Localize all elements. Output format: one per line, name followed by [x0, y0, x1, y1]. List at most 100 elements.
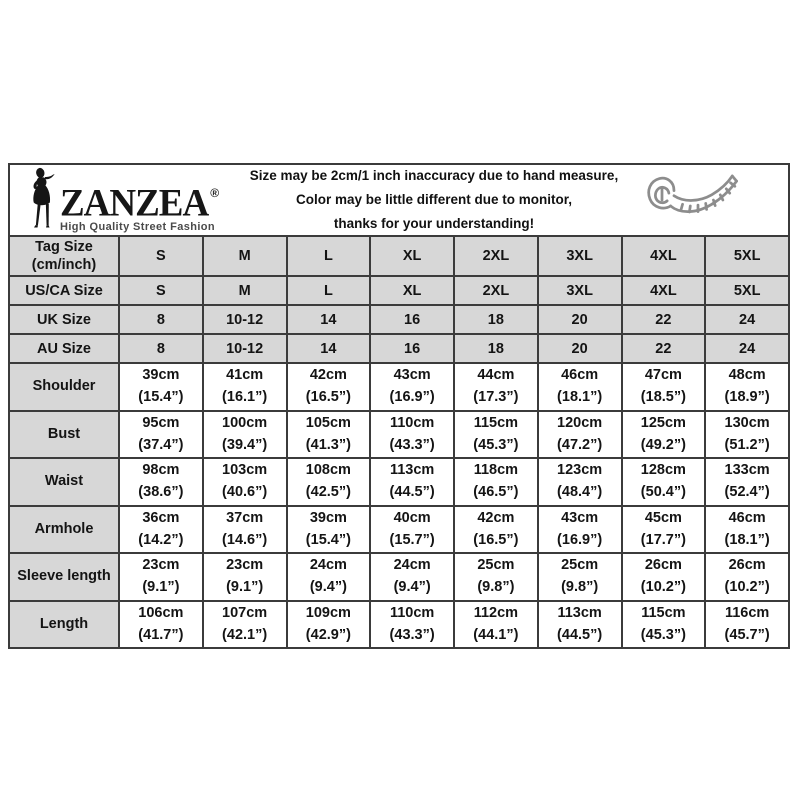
table-cell: 8 — [118, 304, 204, 336]
table-row: UK Size 8 10-12 14 16 18 20 22 24 — [8, 304, 790, 336]
table-cell: 123cm (48.4”) — [536, 457, 623, 507]
table-cell: 24 — [704, 304, 790, 336]
table-cell: S — [118, 275, 204, 307]
table-cell: 37cm (14.6”) — [201, 504, 288, 555]
size-table-body: Tag Size (cm/inch) S M L XL 2XL 3XL 4XL 5XL US/CA … — [8, 234, 790, 650]
table-cell: 130cm (51.2”) — [704, 409, 790, 460]
table-cell: 116cm (45.7”) — [704, 599, 790, 650]
table-cell: 112cm (44.1”) — [453, 599, 539, 650]
table-cell: 26cm (10.2”) — [620, 552, 707, 602]
table-cell: 24cm (9.4”) — [285, 552, 372, 602]
table-row: US/CA Size S M L XL 2XL 3XL 4XL 5XL — [8, 275, 790, 307]
table-cell: 42cm (16.5”) — [285, 362, 372, 412]
chart-header: ZANZEA ® High Quality Street Fashion Siz… — [8, 163, 790, 237]
table-cell: 24 — [704, 333, 790, 365]
table-cell: 133cm (52.4”) — [704, 457, 790, 507]
table-cell: 25cm (9.8”) — [536, 552, 623, 602]
logo-text: ZANZEA ® High Quality Street Fashion — [60, 181, 220, 233]
table-row: Tag Size (cm/inch) S M L XL 2XL 3XL 4XL 5XL — [8, 234, 790, 278]
table-row: Armhole 36cm (14.2”) 37cm (14.6”) 39cm (15.4”)… — [8, 504, 790, 555]
table-cell: XL — [369, 275, 455, 307]
table-cell: 125cm (49.2”) — [620, 409, 707, 460]
table-cell: 4XL — [620, 275, 707, 307]
table-cell: 40cm (15.7”) — [369, 504, 455, 555]
table-cell: 115cm (45.3”) — [453, 409, 539, 460]
table-cell: 42cm (16.5”) — [453, 504, 539, 555]
table-cell: 8 — [118, 333, 204, 365]
table-cell: 24cm (9.4”) — [369, 552, 455, 602]
table-cell: M — [201, 234, 288, 278]
row-label: Waist — [8, 457, 120, 507]
table-cell: 100cm (39.4”) — [201, 409, 288, 460]
table-cell: 14 — [285, 333, 372, 365]
table-cell: 108cm (42.5”) — [285, 457, 372, 507]
table-cell: 5XL — [704, 275, 790, 307]
table-row: Sleeve length 23cm (9.1”) 23cm (9.1”) 24cm (9.… — [8, 552, 790, 602]
table-cell: 95cm (37.4”) — [118, 409, 204, 460]
table-cell: 23cm (9.1”) — [118, 552, 204, 602]
table-cell: 128cm (50.4”) — [620, 457, 707, 507]
table-cell: 110cm (43.3”) — [369, 599, 455, 650]
table-cell: 36cm (14.2”) — [118, 504, 204, 555]
table-row: AU Size 8 10-12 14 16 18 20 22 24 — [8, 333, 790, 365]
table-cell: 43cm (16.9”) — [536, 504, 623, 555]
table-cell: 98cm (38.6”) — [118, 457, 204, 507]
row-label: Length — [8, 599, 120, 650]
table-cell: 14 — [285, 304, 372, 336]
table-cell: 18 — [453, 333, 539, 365]
table-row: Bust 95cm (37.4”) 100cm (39.4”) 105cm (41.3”) 1… — [8, 409, 790, 460]
table-cell: 39cm (15.4”) — [118, 362, 204, 412]
table-cell: L — [285, 234, 372, 278]
table-cell: 3XL — [536, 234, 623, 278]
table-cell: S — [118, 234, 204, 278]
size-table: Tag Size (cm/inch) S M L XL 2XL 3XL 4XL 5XL US/CA … — [8, 234, 790, 650]
disclaimer-line-1: Size may be 2cm/1 inch inaccuracy due to… — [249, 167, 619, 183]
table-cell: 22 — [620, 304, 707, 336]
brand-logo: ZANZEA ® High Quality Street Fashion — [10, 167, 238, 233]
table-cell: 48cm (18.9”) — [704, 362, 790, 412]
table-cell: 20 — [536, 333, 623, 365]
table-cell: 113cm (44.5”) — [536, 599, 623, 650]
size-chart-sheet: ZANZEA ® High Quality Street Fashion Siz… — [8, 163, 790, 650]
registered-trademark-symbol: ® — [210, 185, 220, 200]
table-cell: 103cm (40.6”) — [201, 457, 288, 507]
row-label: Bust — [8, 409, 120, 460]
table-cell: 39cm (15.4”) — [285, 504, 372, 555]
table-cell: 105cm (41.3”) — [285, 409, 372, 460]
table-cell: 2XL — [453, 234, 539, 278]
table-cell: 18 — [453, 304, 539, 336]
brand-tagline: High Quality Street Fashion — [60, 221, 216, 233]
brand-name: ZANZEA — [60, 181, 209, 225]
table-cell: 41cm (16.1”) — [201, 362, 288, 412]
row-label: AU Size — [8, 333, 120, 365]
table-cell: 16 — [369, 333, 455, 365]
table-cell: 113cm (44.5”) — [369, 457, 455, 507]
table-cell: 46cm (18.1”) — [704, 504, 790, 555]
table-row: Shoulder 39cm (15.4”) 41cm (16.1”) 42cm (16.5”… — [8, 362, 790, 412]
row-label: US/CA Size — [8, 275, 120, 307]
table-cell: 46cm (18.1”) — [536, 362, 623, 412]
table-cell: 118cm (46.5”) — [453, 457, 539, 507]
table-cell: 5XL — [704, 234, 790, 278]
table-cell: 26cm (10.2”) — [704, 552, 790, 602]
row-label: UK Size — [8, 304, 120, 336]
table-cell: 4XL — [620, 234, 707, 278]
row-label: Shoulder — [8, 362, 120, 412]
table-row: Length 106cm (41.7”) 107cm (42.1”) 109cm (42.9… — [8, 599, 790, 650]
table-cell: 43cm (16.9”) — [369, 362, 455, 412]
table-cell: L — [285, 275, 372, 307]
row-label: Sleeve length — [8, 552, 120, 602]
disclaimer-line-3: thanks for your understanding! — [333, 216, 535, 232]
disclaimer-line-2: Color may be little different due to mon… — [295, 191, 573, 207]
woman-silhouette-icon — [26, 167, 62, 229]
table-cell: 23cm (9.1”) — [201, 552, 288, 602]
table-cell: 47cm (18.5”) — [620, 362, 707, 412]
table-cell: 110cm (43.3”) — [369, 409, 455, 460]
table-cell: 10-12 — [201, 333, 288, 365]
table-cell: M — [201, 275, 288, 307]
row-label: Tag Size (cm/inch) — [8, 234, 120, 278]
table-cell: 25cm (9.8”) — [453, 552, 539, 602]
table-cell: 106cm (41.7”) — [118, 599, 204, 650]
table-cell: 10-12 — [201, 304, 288, 336]
